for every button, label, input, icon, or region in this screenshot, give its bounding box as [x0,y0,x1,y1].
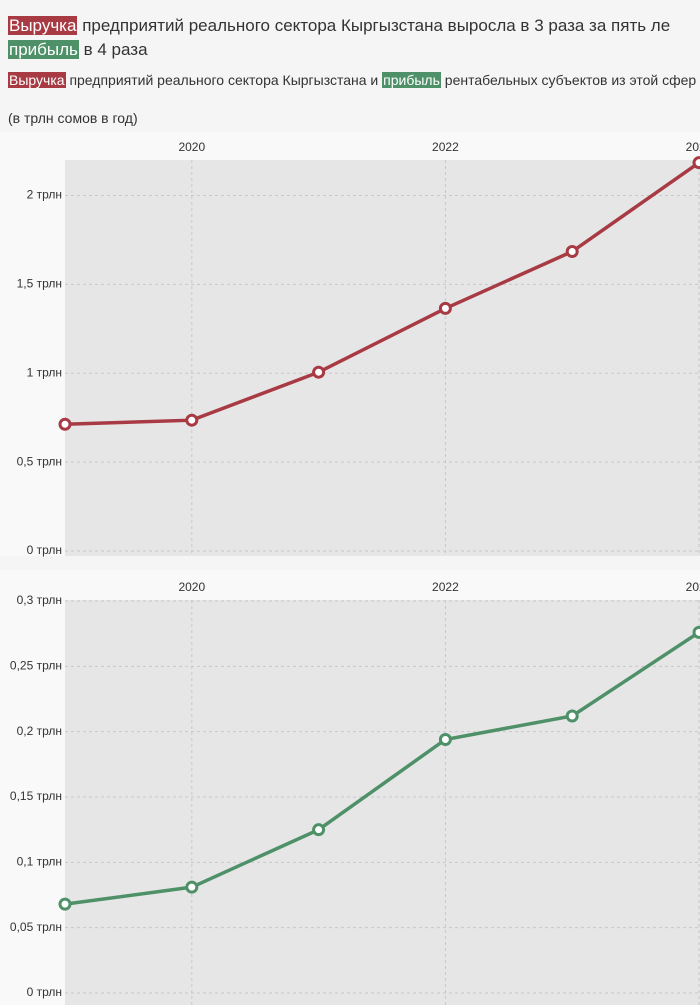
y-tick-label: 0,15 трлн [10,789,62,803]
x-tick-label: 2020 [178,580,205,594]
y-tick-label: 0,5 трлн [17,454,62,468]
data-point [438,733,452,747]
x-tick-label: 2022 [432,580,459,594]
series-line [64,161,700,427]
y-tick-label: 0,2 трлн [17,724,62,738]
x-tick-label: 2022 [432,140,459,154]
title-highlight: прибыль [8,40,79,59]
y-tick-label: 0,1 трлн [17,855,62,869]
title-text: в 4 раза [83,40,148,59]
data-point [565,709,579,723]
subtitle-highlight: Выручка [8,72,66,88]
y-tick-label: 1 трлн [27,365,62,379]
data-point [58,417,72,431]
subtitle: Выручка предприятий реального сектора Кы… [8,72,696,88]
series-line [64,630,700,906]
data-point [185,880,199,894]
title-highlight: Выручка [8,16,78,35]
data-point [185,413,199,427]
y-tick-label: 1,5 трлн [17,277,62,291]
data-point [312,365,326,379]
subtitle-text: предприятий реального сектора Кыргызстан… [69,72,379,88]
data-point [312,823,326,837]
title-line: прибыль в 4 раза [8,40,148,60]
x-tick-label: 2020 [178,140,205,154]
y-tick-label: 0,05 трлн [10,920,62,934]
y-tick-label: 0 трлн [27,985,62,999]
subtitle-highlight: прибыль [382,72,441,88]
plot-area [65,600,700,1005]
note: (в трлн сомов в год) [8,110,138,126]
data-point [692,625,700,639]
y-tick-label: 0,3 трлн [17,593,62,607]
x-tick-label: 2024 [686,580,700,594]
title-line: Выручка предприятий реального сектора Кы… [8,16,670,36]
plot-area [65,160,700,556]
data-point [58,897,72,911]
x-tick-label: 2024 [686,140,700,154]
y-tick-label: 2 трлн [27,188,62,202]
y-tick-label: 0 трлн [27,543,62,557]
data-point [438,301,452,315]
y-tick-label: 0,25 трлн [10,659,62,673]
data-point [692,156,700,170]
title-text: предприятий реального сектора Кыргызстан… [82,16,671,35]
data-point [565,245,579,259]
subtitle-text: рентабельных субъектов из этой сфер [444,72,697,88]
